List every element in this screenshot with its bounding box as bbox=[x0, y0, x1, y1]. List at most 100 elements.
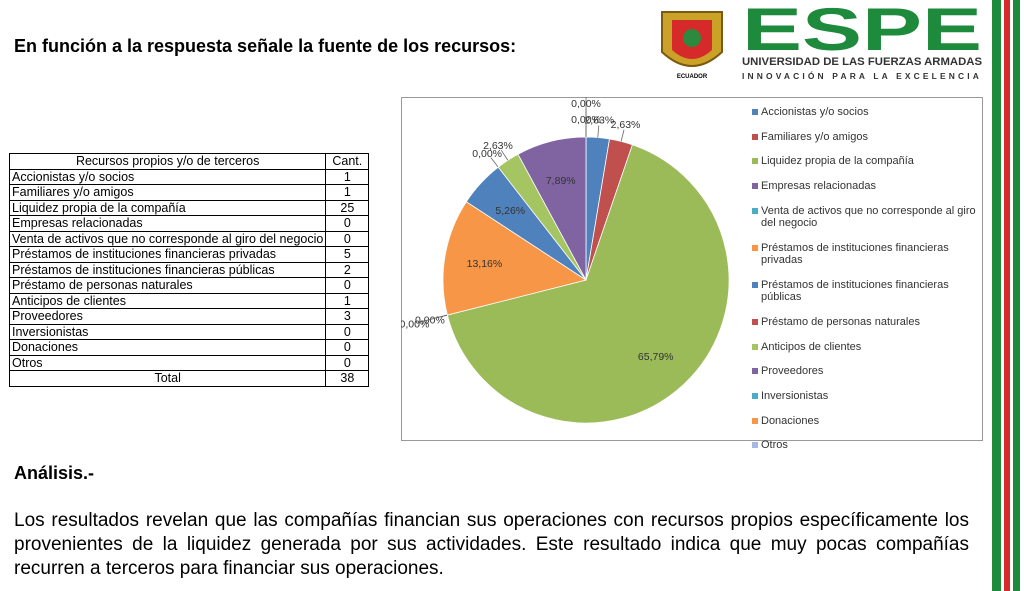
table-row: Donaciones 0 bbox=[8, 339, 370, 356]
logo: ECUADOR ESPE UNIVERSIDAD DE LAS FUERZAS … bbox=[661, 0, 982, 81]
slide-title: En función a la respuesta señale la fuen… bbox=[14, 36, 517, 56]
legend-item: Préstamo de personas naturales bbox=[752, 316, 977, 328]
table-cell: 1 bbox=[325, 184, 370, 201]
legend-item: Anticipos de clientes bbox=[752, 341, 977, 353]
legend-swatch bbox=[752, 417, 758, 424]
table-cell: 25 bbox=[325, 199, 370, 216]
pie-chart: 2,63%2,63%65,79%0,00%0,00%13,16%5,26%0,0… bbox=[401, 97, 730, 424]
legend-swatch bbox=[752, 392, 758, 399]
table-row: Accionistas y/o socios 1 bbox=[8, 168, 370, 185]
legend-label: Proveedores bbox=[761, 365, 824, 378]
legend-label: Préstamo de personas naturales bbox=[761, 315, 920, 328]
pie-slice bbox=[517, 136, 587, 281]
legend-item: Donaciones bbox=[752, 415, 977, 427]
table-row: Préstamo de personas naturales 0 bbox=[8, 277, 370, 294]
table-row: Empresas relacionadas 0 bbox=[8, 215, 370, 232]
legend-item: Otros bbox=[752, 439, 977, 451]
data-label: 65,79% bbox=[638, 351, 674, 363]
legend-swatch bbox=[752, 368, 758, 375]
legend-label: Empresas relacionadas bbox=[761, 180, 876, 193]
table-cell: 5 bbox=[325, 246, 370, 263]
stripe-green bbox=[992, 0, 1001, 591]
table-cell: 38 bbox=[325, 370, 370, 387]
table-cell: Proveedores bbox=[8, 308, 327, 325]
table-cell: Accionistas y/o socios bbox=[8, 168, 327, 185]
table-row: Liquidez propia de la compañía 25 bbox=[8, 199, 370, 216]
table-cell: 0 bbox=[325, 230, 370, 247]
analysis-text: Los resultados revelan que las compañías… bbox=[14, 510, 969, 579]
data-label: 2,63% bbox=[483, 140, 513, 152]
data-label: 0,00% bbox=[472, 148, 502, 160]
table-cell: Total bbox=[8, 370, 327, 387]
legend-swatch bbox=[752, 183, 758, 190]
legend-swatch bbox=[752, 207, 758, 214]
legend-item: Venta de activos que no corresponde al g… bbox=[752, 205, 977, 229]
table-cell: Venta de activos que no corresponde al g… bbox=[8, 230, 327, 247]
table-row: Recursos propios y/o de terceros Cant. bbox=[8, 153, 370, 170]
legend-label: Accionistas y/o socios bbox=[761, 106, 869, 118]
table-row: Préstamos de instituciones financieras p… bbox=[8, 261, 370, 278]
analysis-heading: Análisis.- bbox=[14, 463, 95, 483]
logo-motto: INNOVACIÓN PARA LA EXCELENCIA bbox=[742, 72, 982, 81]
table-cell: Cant. bbox=[325, 153, 370, 170]
pie-slice bbox=[446, 144, 730, 424]
table-cell: 0 bbox=[325, 215, 370, 232]
legend-label: Préstamos de instituciones financieras p… bbox=[761, 278, 949, 303]
table-cell: Préstamo de personas naturales bbox=[8, 277, 327, 294]
legend-swatch bbox=[752, 244, 758, 251]
stripe-green bbox=[1013, 0, 1020, 591]
legend-swatch bbox=[752, 158, 758, 165]
logo-subtitle: UNIVERSIDAD DE LAS FUERZAS ARMADAS bbox=[742, 56, 982, 68]
table-cell: 0 bbox=[325, 354, 370, 371]
table-cell: Liquidez propia de la compañía bbox=[8, 199, 327, 216]
leader-line bbox=[500, 149, 509, 161]
table-cell: Empresas relacionadas bbox=[8, 215, 327, 232]
legend-label: Venta de activos que no corresponde al g… bbox=[761, 204, 976, 229]
table-row: Préstamos de instituciones financieras p… bbox=[8, 246, 370, 263]
table-cell: 0 bbox=[325, 277, 370, 294]
table-cell: Donaciones bbox=[8, 339, 327, 356]
data-label: 2,63% bbox=[611, 119, 641, 131]
data-label: 13,16% bbox=[467, 258, 503, 270]
legend-item: Proveedores bbox=[752, 365, 977, 377]
table-cell: Préstamos de instituciones financieras p… bbox=[8, 246, 327, 263]
legend-label: Préstamos de instituciones financieras p… bbox=[761, 241, 949, 266]
table-row: Familiares y/o amigos 1 bbox=[8, 184, 370, 201]
pie-slice bbox=[442, 201, 587, 316]
legend-item: Inversionistas bbox=[752, 390, 977, 402]
chart-frame bbox=[401, 97, 983, 441]
table-cell: Recursos propios y/o de terceros bbox=[8, 153, 327, 170]
table-row: Proveedores 3 bbox=[8, 308, 370, 325]
legend-label: Liquidez propia de la compañía bbox=[761, 155, 914, 168]
table-row: Total 38 bbox=[8, 370, 370, 387]
table-row: Otros 0 bbox=[8, 354, 370, 371]
legend-item: Liquidez propia de la compañía bbox=[752, 155, 977, 167]
stripe-red bbox=[1004, 0, 1010, 591]
legend-label: Otros bbox=[761, 439, 788, 452]
table-cell: 1 bbox=[325, 168, 370, 185]
data-label: 0,00% bbox=[401, 318, 429, 330]
table-cell: 0 bbox=[325, 323, 370, 340]
logo-country: ECUADOR bbox=[677, 74, 708, 80]
legend-swatch bbox=[752, 133, 758, 140]
leader-line bbox=[620, 129, 625, 142]
data-label: 5,26% bbox=[495, 205, 525, 217]
data-label: 7,89% bbox=[546, 175, 576, 187]
table-cell: Otros bbox=[8, 354, 327, 371]
legend-swatch bbox=[752, 318, 758, 325]
table-cell: Préstamos de instituciones financieras p… bbox=[8, 261, 327, 278]
table-row: Anticipos de clientes 1 bbox=[8, 292, 370, 309]
legend-item: Empresas relacionadas bbox=[752, 180, 977, 192]
legend-swatch bbox=[752, 109, 758, 115]
table-cell: Familiares y/o amigos bbox=[8, 184, 327, 201]
leader-line bbox=[490, 157, 499, 168]
legend-swatch bbox=[752, 343, 758, 350]
table-cell: 2 bbox=[325, 261, 370, 278]
leader-line bbox=[597, 125, 600, 138]
legend-label: Inversionistas bbox=[761, 389, 829, 402]
logo-name: ESPE bbox=[742, 0, 982, 63]
logo-emblem bbox=[683, 29, 701, 47]
leader-line bbox=[420, 314, 448, 323]
table-cell: 3 bbox=[325, 308, 370, 325]
table-cell: 1 bbox=[325, 292, 370, 309]
